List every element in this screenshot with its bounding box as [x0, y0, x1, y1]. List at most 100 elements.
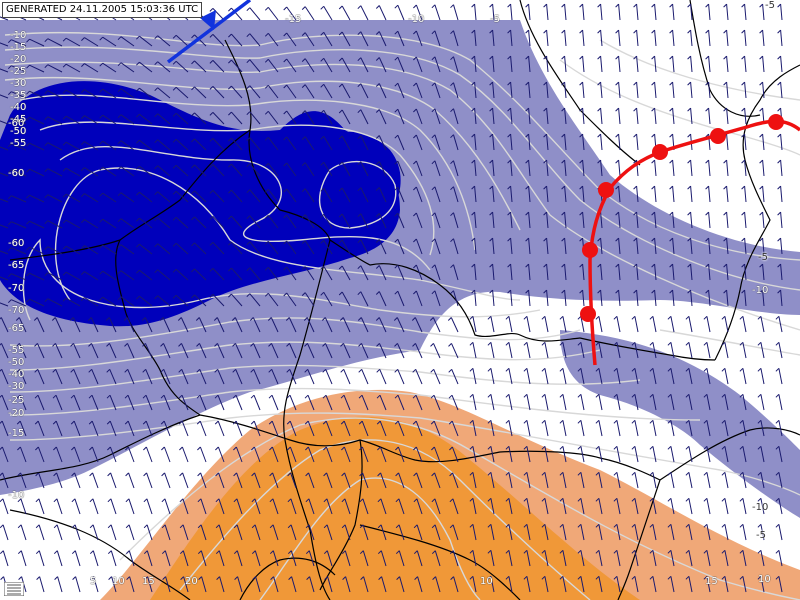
- wind-barb: [343, 343, 351, 359]
- wind-barb-flag: [264, 136, 269, 141]
- wind-barb-flag: [633, 289, 637, 294]
- wind-barb-flag: [541, 315, 546, 320]
- wind-barb-flag: [172, 138, 177, 143]
- wind-barb: [249, 59, 261, 73]
- wind-barb: [670, 446, 675, 463]
- wind-barb: [708, 4, 711, 21]
- wind-barb: [47, 64, 63, 73]
- wind-barb-flag: [667, 419, 672, 424]
- wind-barb: [510, 212, 513, 229]
- wind-barb: [90, 317, 99, 333]
- wind-barb-flag: [505, 341, 510, 346]
- wind-barb-flag: [320, 57, 325, 62]
- wind-barb: [0, 146, 9, 151]
- wind-barb-flag: [191, 138, 195, 143]
- wind-barb-flag: [172, 34, 177, 39]
- wind-barb: [490, 472, 495, 489]
- wind-barb: [109, 395, 117, 411]
- wind-barb: [562, 550, 567, 567]
- wind-barb-flag: [357, 317, 362, 321]
- wind-barb-flag: [394, 343, 398, 347]
- wind-barb: [1, 446, 9, 463]
- wind-barb-flag: [283, 6, 288, 11]
- wind-barb: [286, 292, 297, 307]
- wind-barb-flag: [33, 317, 38, 321]
- wind-barb: [634, 420, 639, 437]
- wind-barb-flag: [775, 523, 780, 528]
- wind-barb: [397, 187, 405, 203]
- wind-barb-flag: [144, 576, 148, 580]
- wind-barb: [145, 343, 153, 359]
- wind-barb-flag: [615, 289, 619, 294]
- wind-barb-flag: [357, 83, 362, 88]
- wind-barb: [378, 161, 387, 177]
- wind-barb: [249, 111, 261, 125]
- wind-barb-flag: [579, 263, 583, 268]
- wind-barb: [56, 472, 63, 489]
- wind-barb: [598, 576, 603, 593]
- wind-barb-flag: [631, 419, 636, 424]
- wind-barb-flag: [667, 575, 672, 580]
- wind-barb-flag: [559, 419, 564, 424]
- wind-barb: [212, 60, 225, 73]
- wind-barb-flag: [395, 498, 400, 503]
- wind-barb-flag: [161, 498, 166, 503]
- wind-barb: [323, 188, 333, 203]
- wind-barb: [582, 30, 585, 47]
- wind-barb: [181, 420, 189, 437]
- wind-barb: [562, 446, 567, 463]
- wind-barb: [618, 82, 621, 99]
- wind-barb-flag: [757, 393, 762, 398]
- wind-barb: [0, 317, 9, 333]
- wind-barb-flag: [721, 471, 726, 476]
- wind-barb-flag: [759, 211, 763, 216]
- wind-barb-flag: [431, 472, 435, 477]
- wind-barb: [760, 420, 765, 437]
- wind-barb: [654, 238, 657, 255]
- wind-barb: [762, 186, 765, 203]
- wind-barb: [492, 82, 495, 99]
- wind-barb-flag: [154, 87, 159, 92]
- wind-barb-flag: [172, 60, 177, 65]
- wind-barb-flag: [595, 445, 600, 450]
- wind-barb: [255, 576, 261, 593]
- wind-barb: [306, 317, 315, 333]
- wind-barb: [157, 165, 171, 177]
- wind-barb-flag: [250, 394, 255, 399]
- wind-barb: [147, 576, 153, 593]
- wind-barb: [453, 160, 459, 177]
- wind-barb: [634, 342, 639, 359]
- wind-barb-flag: [615, 237, 619, 242]
- warm-front-symbol: [768, 114, 784, 130]
- wind-barb-flag: [561, 81, 565, 86]
- wind-barb: [237, 576, 243, 593]
- wind-barb-flag: [320, 5, 325, 10]
- wind-barb-flag: [44, 298, 49, 303]
- wind-barb: [397, 109, 405, 125]
- wind-barb: [564, 30, 567, 47]
- wind-barb-flag: [651, 3, 655, 8]
- wind-barb-flag: [507, 81, 511, 86]
- wind-barb: [231, 267, 243, 281]
- wind-barb-flag: [44, 220, 49, 225]
- wind-barb: [598, 524, 603, 541]
- wind-barb: [726, 108, 729, 125]
- wind-barb: [84, 167, 99, 177]
- wind-barb-flag: [723, 81, 727, 86]
- wind-barb-flag: [431, 82, 436, 87]
- wind-barb-flag: [615, 159, 619, 164]
- wind-barb-flag: [431, 30, 436, 35]
- wind-barb: [562, 368, 567, 385]
- wind-barb-flag: [649, 341, 654, 346]
- contour-label: -5: [756, 530, 766, 541]
- wind-barb-flag: [777, 185, 781, 190]
- wind-barb: [102, 62, 117, 73]
- wind-barb: [235, 343, 243, 359]
- wind-barb: [546, 238, 549, 255]
- wind-barb-flag: [232, 420, 237, 425]
- wind-barb-flag: [615, 29, 619, 34]
- wind-barb-flag: [154, 243, 159, 248]
- wind-barb-flag: [117, 192, 122, 197]
- wind-barb: [434, 472, 441, 489]
- wind-barb: [544, 420, 549, 437]
